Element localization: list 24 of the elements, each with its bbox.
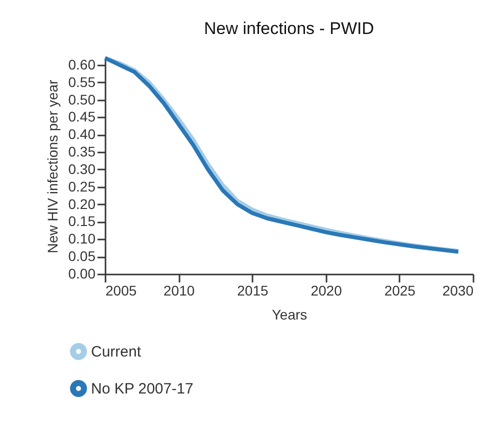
y-tick-label: 0.10: [68, 230, 96, 247]
y-tick-label: 0.00: [68, 266, 96, 282]
x-tick-label: 2015: [237, 282, 268, 298]
y-tick-label: 0.60: [68, 56, 96, 72]
y-tick-label: 0.40: [68, 126, 96, 142]
y-tick-label: 0.35: [68, 144, 96, 160]
legend-label: No KP 2007-17: [91, 380, 194, 398]
legend-label: Current: [91, 344, 142, 360]
chart-title: New infections - PWID: [204, 19, 374, 38]
y-tick-label: 0.50: [68, 91, 96, 108]
x-tick-label: 2020: [310, 282, 342, 298]
x-tick-label: 2010: [164, 282, 195, 298]
y-tick-label: 0.25: [68, 178, 96, 194]
y-tick-label: 0.55: [68, 74, 96, 90]
y-axis-title: New HIV infections per year: [44, 79, 60, 254]
y-tick-label: 0.45: [68, 108, 96, 125]
x-tick-label: 2030: [442, 282, 474, 298]
x-axis-title: Years: [272, 306, 308, 322]
y-tick-label: 0.30: [68, 160, 96, 177]
x-tick-label: 2025: [384, 282, 416, 298]
y-tick-label: 0.15: [68, 213, 96, 230]
y-tick-label: 0.05: [68, 248, 96, 264]
y-tick-label: 0.20: [68, 196, 96, 212]
x-tick-label: 2005: [106, 282, 137, 298]
